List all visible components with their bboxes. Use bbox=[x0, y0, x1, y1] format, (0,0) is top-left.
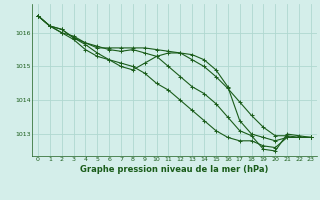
X-axis label: Graphe pression niveau de la mer (hPa): Graphe pression niveau de la mer (hPa) bbox=[80, 165, 268, 174]
